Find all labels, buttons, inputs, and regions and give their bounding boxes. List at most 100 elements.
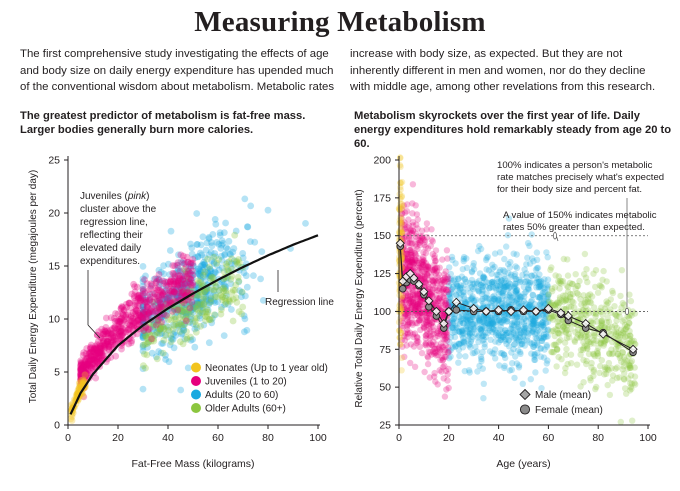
data-point — [157, 287, 164, 295]
data-point — [178, 289, 186, 296]
data-point — [139, 290, 147, 298]
data-point — [192, 321, 200, 329]
data-point — [141, 341, 149, 348]
data-point — [180, 326, 188, 334]
data-point — [189, 336, 197, 343]
data-point — [97, 342, 104, 350]
data-point — [86, 343, 94, 351]
data-point — [179, 289, 187, 296]
data-point — [213, 261, 221, 269]
data-point — [424, 353, 431, 360]
data-point — [198, 309, 206, 317]
data-point — [531, 353, 538, 360]
data-point — [196, 267, 204, 275]
data-point — [174, 261, 182, 269]
data-point — [193, 301, 201, 308]
data-point — [117, 324, 125, 331]
data-point — [241, 315, 249, 323]
data-point — [145, 310, 153, 317]
data-point — [81, 369, 89, 376]
data-point — [397, 341, 404, 348]
data-point — [108, 325, 116, 333]
data-point — [144, 324, 152, 331]
data-point — [186, 319, 194, 326]
data-point — [94, 350, 102, 357]
data-point — [582, 296, 590, 304]
data-point — [161, 316, 168, 324]
data-point — [179, 324, 187, 332]
data-point — [154, 320, 162, 328]
data-point — [192, 296, 200, 304]
data-point — [224, 259, 231, 266]
data-point — [241, 328, 248, 336]
data-point — [181, 288, 189, 296]
data-point — [181, 259, 189, 267]
data-point — [136, 312, 144, 319]
data-point — [174, 272, 182, 279]
data-point — [114, 332, 122, 340]
data-point — [126, 321, 133, 329]
data-point — [583, 312, 590, 319]
data-point — [164, 295, 172, 302]
data-point — [114, 317, 122, 325]
data-point — [225, 237, 233, 245]
data-point — [229, 286, 237, 294]
data-point — [82, 373, 90, 381]
data-point — [170, 290, 178, 298]
data-point — [149, 325, 157, 332]
data-point — [167, 316, 175, 324]
data-point — [139, 303, 147, 311]
data-point — [177, 276, 184, 284]
annotation-pointer-end — [553, 232, 557, 240]
data-point — [97, 345, 105, 352]
data-point — [170, 288, 178, 296]
data-point — [155, 304, 163, 312]
x-tick-label: 20 — [443, 432, 455, 444]
data-point — [148, 335, 155, 343]
data-point — [197, 276, 205, 284]
data-point — [182, 315, 189, 322]
data-point — [91, 354, 99, 361]
data-point — [79, 376, 87, 384]
data-point — [214, 298, 222, 306]
data-point — [496, 249, 504, 256]
data-point — [186, 279, 193, 286]
data-point — [135, 302, 143, 310]
data-point — [122, 300, 130, 308]
age-chart: 0 20 40 60 80 100 25 50 75 100 125 150 175 200 Age (ye… — [354, 154, 664, 470]
data-point — [235, 259, 243, 266]
data-point — [439, 356, 447, 363]
data-point — [398, 354, 406, 361]
data-point — [211, 311, 219, 319]
data-point — [96, 347, 104, 355]
data-point — [426, 374, 433, 381]
data-point — [202, 297, 210, 305]
data-point — [409, 227, 417, 235]
data-point — [178, 287, 186, 295]
data-point — [218, 303, 225, 311]
data-point — [83, 345, 91, 352]
data-point — [562, 365, 569, 372]
data-point — [87, 352, 95, 360]
data-point — [176, 272, 184, 279]
data-point — [139, 316, 147, 324]
data-point — [171, 272, 179, 280]
data-point — [210, 286, 218, 294]
data-point — [535, 294, 542, 301]
data-point — [202, 246, 210, 254]
data-point — [171, 329, 179, 336]
data-point — [95, 328, 102, 335]
data-point — [173, 285, 181, 293]
data-point — [196, 299, 204, 306]
data-point — [508, 320, 515, 328]
fat-free-mass-chart: 0 20 40 60 80 100 0 5 10 15 20 25 Fat-Free Mass (kil… — [28, 155, 334, 471]
data-point — [208, 257, 216, 265]
data-point — [445, 344, 452, 351]
data-point — [415, 305, 422, 312]
data-point — [155, 316, 163, 324]
data-point — [407, 359, 414, 367]
data-point — [185, 309, 193, 316]
data-point — [166, 297, 174, 305]
data-point — [205, 339, 213, 347]
data-point — [155, 297, 163, 305]
